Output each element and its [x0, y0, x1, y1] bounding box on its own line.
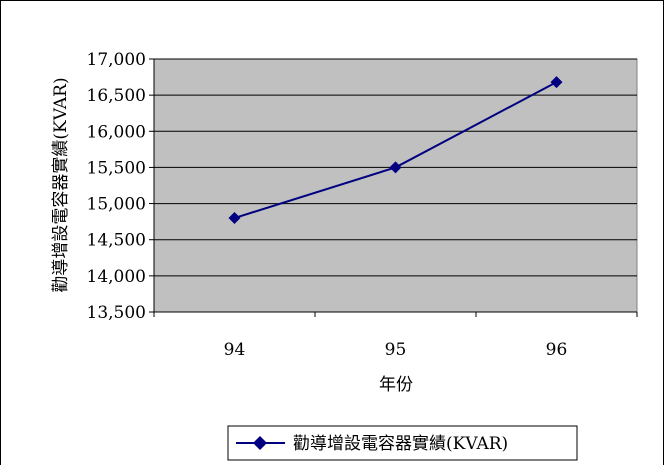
x-tick-label: 95 [385, 340, 407, 360]
legend-label: 勸導增設電容器實績(KVAR) [293, 434, 508, 454]
legend-marker-diamond-icon [253, 436, 267, 450]
y-tick-label: 16,000 [87, 122, 146, 142]
y-axis-ticks: 13,500 14,000 14,500 15,000 15,500 16,000 16,5… [87, 50, 154, 323]
series-layer [228, 76, 563, 225]
y-tick-label: 17,000 [87, 50, 146, 70]
y-axis-title: 勸導增設電容器實績(KVAR) [51, 77, 71, 292]
x-axis-ticks: 94 95 96 [153, 312, 638, 360]
legend-box [227, 425, 578, 461]
y-tick-label: 13,500 [87, 303, 146, 323]
y-tick-label: 15,500 [87, 158, 146, 178]
data-point-marker [228, 212, 241, 225]
grid-lines [154, 58, 637, 277]
x-tick-label: 96 [546, 340, 568, 360]
y-tick-label: 15,000 [87, 195, 146, 215]
y-tick-label: 16,500 [87, 86, 146, 106]
data-point-marker [389, 161, 402, 174]
x-axis-title: 年份 [379, 375, 413, 395]
legend: 勸導增設電容器實績(KVAR) [227, 425, 578, 461]
x-tick-label: 94 [224, 340, 246, 360]
plot-area [153, 58, 638, 313]
data-point-marker [550, 76, 563, 89]
y-tick-label: 14,500 [87, 231, 146, 251]
y-tick-label: 14,000 [87, 267, 146, 287]
